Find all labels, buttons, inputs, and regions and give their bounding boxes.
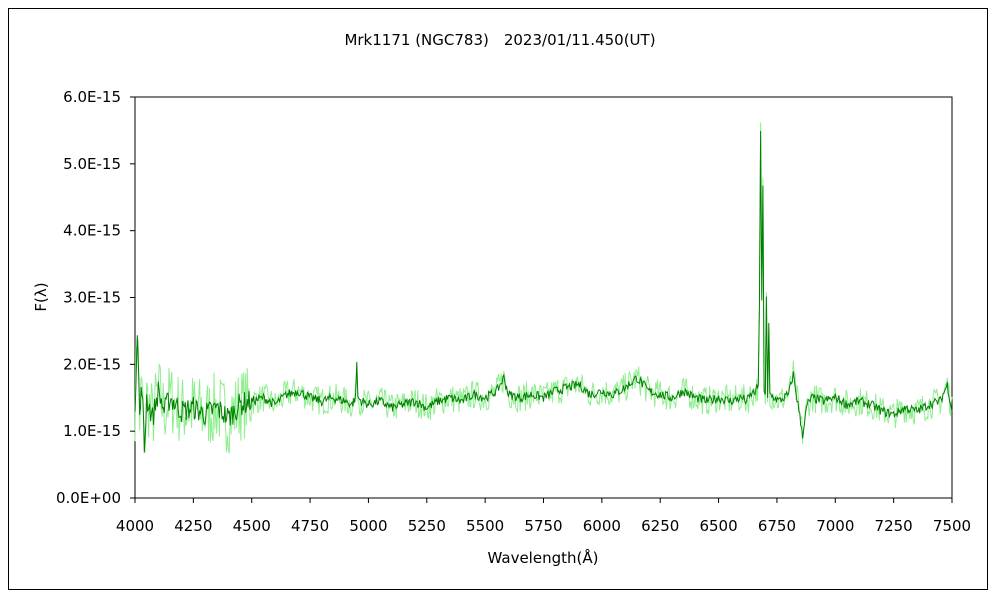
y-axis-label: F(λ) — [32, 282, 50, 311]
y-tick-label: 5.0E-15 — [63, 155, 121, 173]
raw-spectrum-line — [134, 122, 953, 454]
chart-title: Mrk1171 (NGC783) 2023/01/11.450(UT) — [344, 31, 655, 49]
y-tick-label: 3.0E-15 — [63, 289, 121, 307]
y-tick-label: 2.0E-15 — [63, 355, 121, 373]
x-tick-label: 6500 — [699, 517, 737, 535]
x-tick-label: 7500 — [933, 517, 971, 535]
x-tick-label: 6250 — [641, 517, 679, 535]
x-tick-label: 7250 — [875, 517, 913, 535]
x-tick-label: 5000 — [349, 517, 387, 535]
y-axis-ticks: 0.0E+00 1.0E-15 2.0E-15 3.0E-15 4.0E-15 5.0E-… — [56, 88, 135, 507]
plot-border — [134, 96, 953, 499]
x-axis-ticks: 4000 4250 4500 4750 5000 5250 5500 5750 6000 6250… — [116, 498, 971, 535]
x-tick-label: 4000 — [116, 517, 154, 535]
x-tick-label: 5500 — [466, 517, 504, 535]
y-tick-label: 4.0E-15 — [63, 222, 121, 240]
plot-area — [134, 96, 953, 499]
y-tick-label: 0.0E+00 — [56, 489, 121, 507]
x-tick-label: 6750 — [758, 517, 796, 535]
raw-spectrum-series — [134, 122, 953, 454]
x-tick-label: 5250 — [408, 517, 446, 535]
x-axis-label: Wavelength(Å) — [488, 548, 599, 567]
y-tick-label: 6.0E-15 — [63, 88, 121, 106]
y-tick-label: 1.0E-15 — [63, 422, 121, 440]
x-tick-label: 7000 — [816, 517, 854, 535]
x-tick-label: 5750 — [524, 517, 562, 535]
x-tick-label: 6000 — [583, 517, 621, 535]
smoothed-spectrum-series — [134, 130, 953, 453]
x-tick-label: 4500 — [233, 517, 271, 535]
x-tick-label: 4750 — [291, 517, 329, 535]
x-tick-label: 4250 — [174, 517, 212, 535]
smoothed-spectrum-line — [134, 130, 953, 453]
